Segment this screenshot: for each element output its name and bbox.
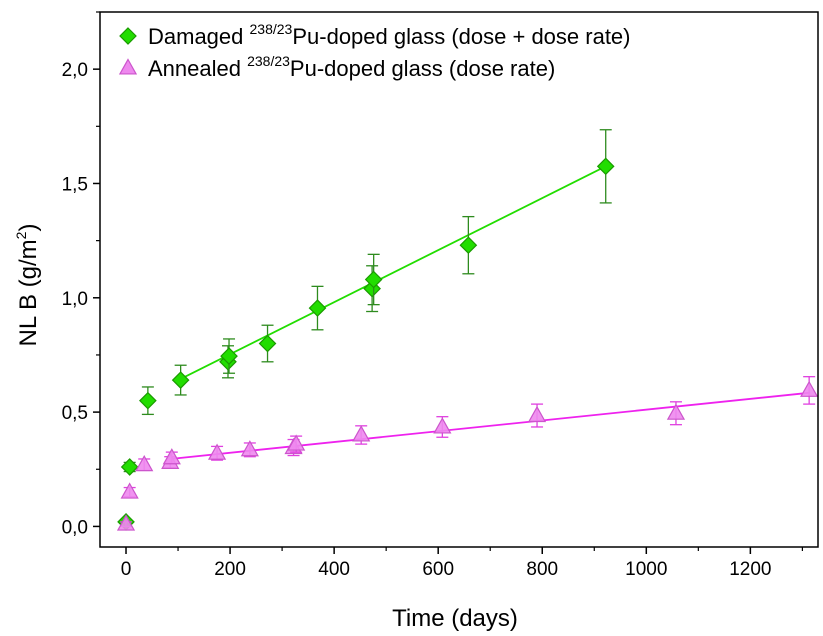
x-tick-label: 0 xyxy=(121,559,132,580)
y-tick-label: 0,0 xyxy=(62,517,88,538)
x-tick-label: 1000 xyxy=(625,559,667,580)
data-point xyxy=(800,380,819,397)
y-axis-label: NL B (g/m2) xyxy=(13,224,42,347)
y-tick-label: 0,5 xyxy=(62,403,88,424)
y-tick-label: 1,5 xyxy=(62,174,88,195)
data-point xyxy=(352,425,371,442)
legend-marker xyxy=(119,27,137,45)
x-tick-label: 800 xyxy=(526,559,558,580)
data-point xyxy=(287,434,306,451)
plot-area xyxy=(116,129,819,531)
data-point xyxy=(308,299,327,317)
data-point xyxy=(116,514,136,531)
data-point xyxy=(433,417,452,434)
data-point xyxy=(527,405,547,423)
data-point xyxy=(258,334,277,353)
x-tick-label: 200 xyxy=(214,559,246,580)
legend-marker xyxy=(118,58,138,75)
data-point xyxy=(240,440,259,457)
y-tick-label: 2,0 xyxy=(62,60,88,81)
x-axis-label: Time (days) xyxy=(392,605,518,632)
data-point xyxy=(162,448,181,465)
x-tick-label: 400 xyxy=(318,559,350,580)
data-point xyxy=(666,403,686,420)
data-point xyxy=(120,482,139,499)
plot-frame xyxy=(99,11,819,548)
data-point xyxy=(120,458,139,476)
legend-label: Damaged 238/23Pu-doped glass (dose + dos… xyxy=(148,21,631,49)
x-tick-label: 600 xyxy=(422,559,454,580)
data-point xyxy=(220,347,238,365)
series-2 xyxy=(116,376,819,531)
y-tick-label: 1,0 xyxy=(62,289,88,310)
axes: 0 200 400 600 800 1000 1200 0,0 0,5 1,0 1,5 2,0 xyxy=(62,11,819,580)
x-tick-label: 1200 xyxy=(729,559,771,580)
data-point xyxy=(459,236,478,255)
data-point xyxy=(207,443,227,460)
series-1 xyxy=(117,129,615,531)
legend-label: Annealed 238/23Pu-doped glass (dose rate… xyxy=(148,53,555,81)
data-point xyxy=(596,157,615,176)
data-point xyxy=(364,270,383,289)
data-point xyxy=(171,371,190,389)
data-point xyxy=(139,391,157,410)
fit-line xyxy=(180,165,607,380)
data-point xyxy=(135,454,154,472)
legend: Damaged 238/23Pu-doped glass (dose + dos… xyxy=(118,21,631,81)
fit-line xyxy=(170,391,811,460)
